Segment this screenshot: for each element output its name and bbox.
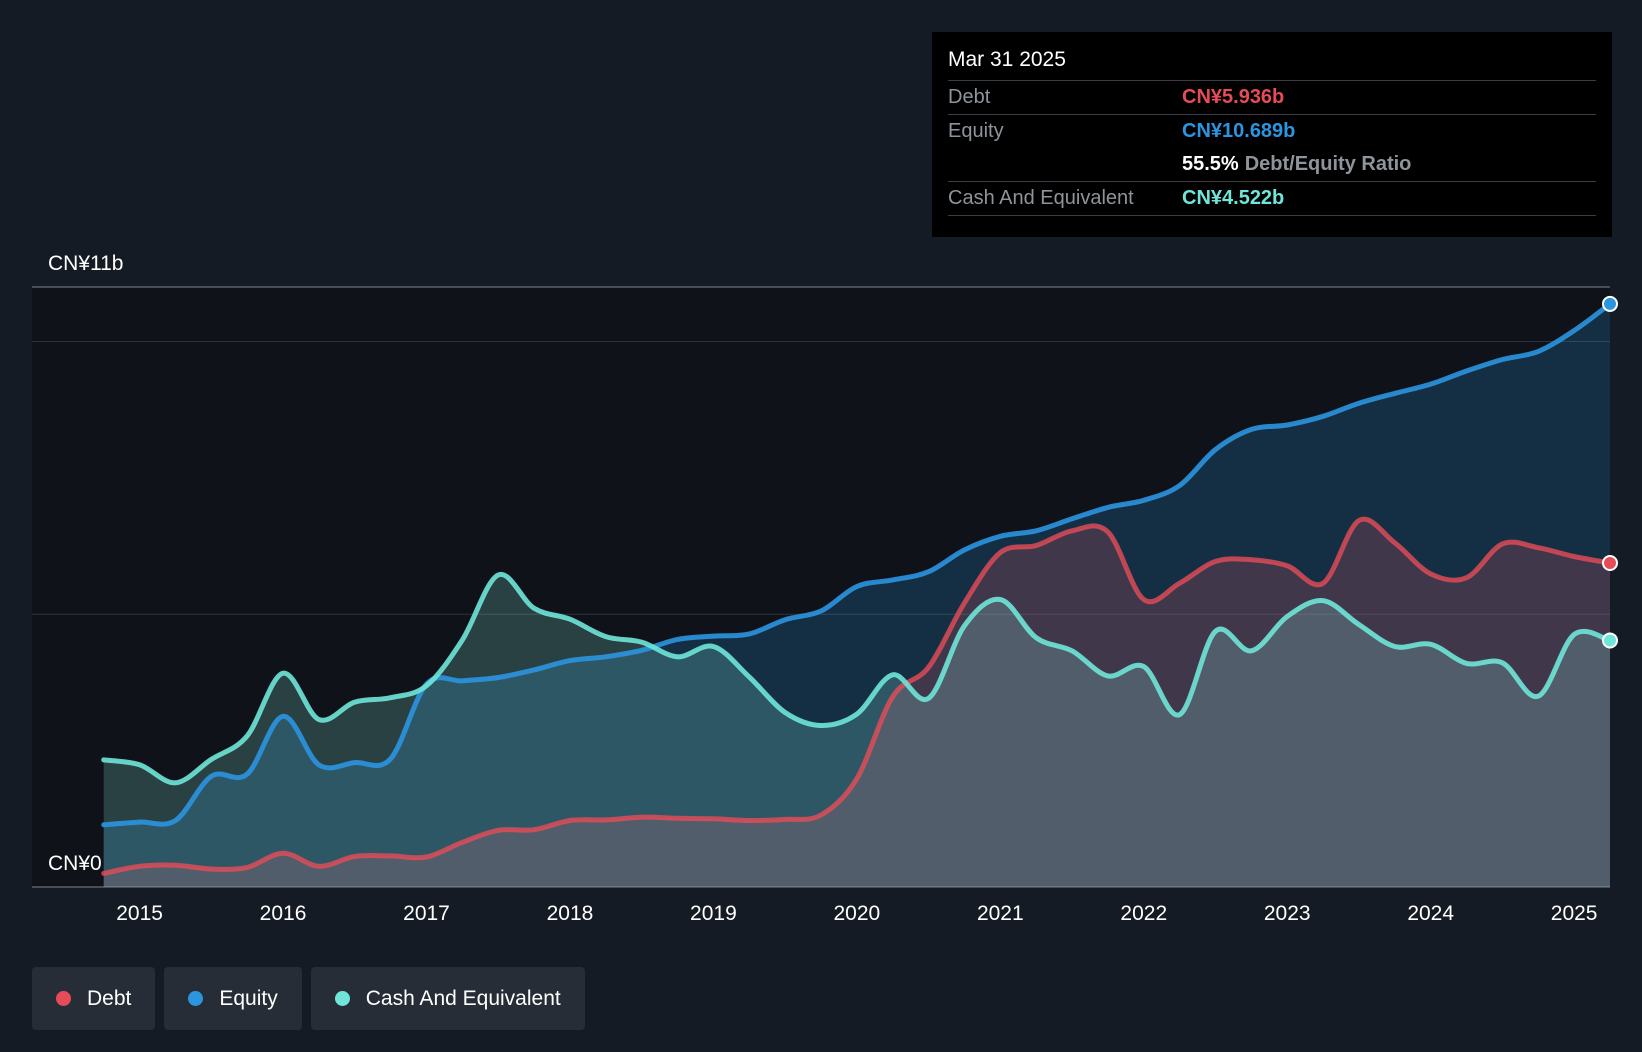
tooltip-ratio-value: 55.5%: [1182, 153, 1239, 175]
grid-lines: [32, 286, 1610, 888]
x-axis-ticks: 2015 2016 2017 2018 2019 2020 2021 2022 2023 2024…: [116, 902, 1597, 925]
end-marker-cash-and-equivalent[interactable]: [1602, 632, 1618, 649]
legend-dot-debt: [56, 991, 71, 1006]
tooltip-row-cash: Cash And Equivalent CN¥4.522b: [948, 181, 1596, 216]
series-areas: [103, 303, 1611, 887]
x-tick-label: 2016: [260, 902, 307, 925]
end-marker-debt[interactable]: [1602, 555, 1618, 571]
tooltip-panel: Mar 31 2025 Debt CN¥5.936b Equity CN¥10.…: [932, 32, 1612, 237]
legend-label-debt: Debt: [87, 986, 132, 1010]
chart-legend: Debt Equity Cash And Equivalent: [32, 967, 585, 1030]
area-cash-and-equivalent: [103, 574, 1611, 887]
line-cash-and-equivalent: [101, 572, 1613, 786]
x-tick-label: 2020: [834, 902, 881, 925]
tooltip-row-ratio: 55.5% Debt/Equity Ratio: [948, 148, 1596, 181]
tooltip-cash-value: CN¥4.522b: [1182, 187, 1285, 209]
tooltip-equity-label: Equity: [948, 120, 1004, 142]
tooltip-row-equity: Equity CN¥10.689b: [948, 114, 1596, 148]
area-debt: [103, 519, 1611, 887]
x-tick-label: 2025: [1551, 902, 1598, 925]
x-tick-label: 2024: [1407, 902, 1454, 925]
tooltip-row-debt: Debt CN¥5.936b: [948, 80, 1596, 114]
tooltip-date: Mar 31 2025: [948, 48, 1066, 71]
series-lines: [101, 301, 1613, 876]
x-tick-label: 2018: [547, 902, 594, 925]
y-tick-label-min: CN¥0: [48, 852, 102, 875]
tooltip-equity-value: CN¥10.689b: [1182, 120, 1296, 142]
line-debt: [101, 516, 1613, 876]
tooltip-cash-label: Cash And Equivalent: [948, 187, 1134, 209]
end-markers: [1602, 295, 1618, 649]
x-tick-label: 2021: [977, 902, 1024, 925]
line-equity: [101, 301, 1613, 828]
forecast-shade: [32, 287, 1610, 887]
legend-dot-cash: [334, 991, 350, 1006]
x-tick-label: 2022: [1120, 902, 1167, 925]
area-equity: [103, 303, 1611, 887]
x-tick-label: 2015: [116, 902, 163, 925]
x-tick-label: 2019: [690, 902, 737, 925]
legend-item-cash[interactable]: Cash And Equivalent: [310, 967, 585, 1030]
x-tick-label: 2017: [403, 902, 450, 925]
x-tick-label: 2023: [1264, 902, 1311, 925]
tooltip-debt-value: CN¥5.936b: [1182, 86, 1285, 108]
legend-label-equity: Equity: [219, 986, 278, 1010]
end-marker-equity[interactable]: [1602, 295, 1618, 312]
y-tick-label-max: CN¥11b: [48, 252, 124, 275]
legend-label-cash: Cash And Equivalent: [365, 986, 561, 1010]
legend-item-equity[interactable]: Equity: [164, 967, 302, 1030]
legend-item-debt[interactable]: Debt: [32, 967, 156, 1030]
legend-dot-equity: [188, 991, 204, 1006]
tooltip-ratio-label: Debt/Equity Ratio: [1244, 153, 1412, 175]
tooltip-debt-label: Debt: [948, 86, 991, 108]
